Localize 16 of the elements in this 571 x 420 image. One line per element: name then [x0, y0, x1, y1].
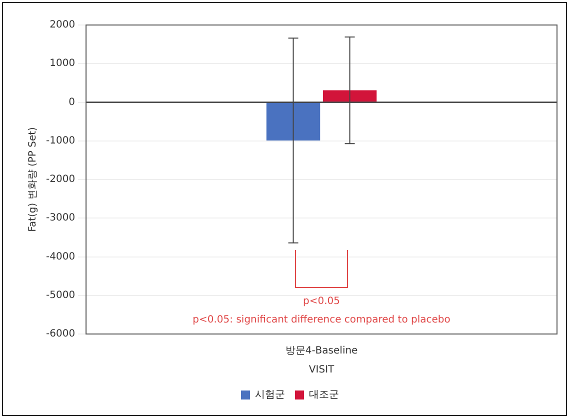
y-tick-label: 0	[68, 96, 76, 108]
legend-label: 시험군	[255, 390, 285, 401]
y-tick-label: 1000	[50, 58, 76, 70]
annotation: p<0.05: significant difference compared to placebo	[192, 314, 450, 326]
y-tick-label: -3000	[46, 212, 76, 224]
y-tick-label: -6000	[46, 328, 76, 340]
x-tick-label: 방문4-Baseline	[285, 346, 358, 357]
y-tick-label: -2000	[46, 174, 76, 186]
y-axis-title: Fat(g) 변화량 (PP Set)	[28, 126, 39, 232]
legend-label: 대조군	[309, 390, 339, 401]
y-tick-label: 2000	[50, 20, 76, 31]
x-axis-title: VISIT	[308, 364, 336, 376]
y-tick-label: -5000	[46, 290, 76, 301]
annotation: p<0.05	[303, 296, 340, 307]
y-tick-label: -4000	[46, 251, 76, 262]
y-tick-label: -1000	[46, 135, 76, 146]
